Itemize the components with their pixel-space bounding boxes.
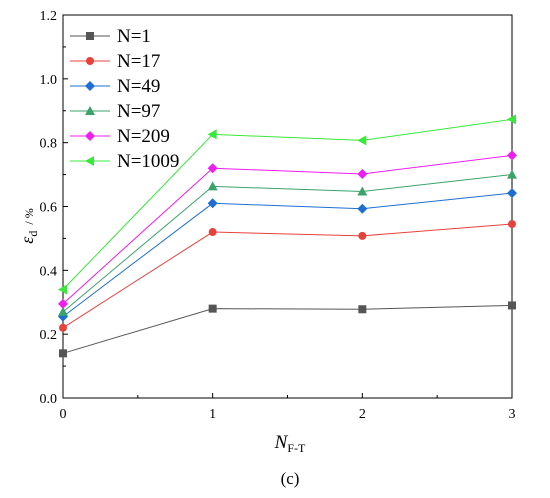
data-point <box>207 129 217 140</box>
data-point <box>208 228 217 237</box>
y-axis-label-unit: / % <box>22 208 36 224</box>
data-point <box>58 298 68 309</box>
data-point <box>357 135 367 146</box>
legend-marker <box>86 57 94 65</box>
data-point <box>207 198 218 209</box>
series-line <box>62 192 513 318</box>
y-tick-label: 0.8 <box>40 137 58 152</box>
series-n-209 <box>58 150 517 309</box>
legend-marker <box>85 106 95 115</box>
series-n-97 <box>58 169 517 316</box>
data-point <box>358 231 367 240</box>
y-tick-label: 0.6 <box>40 201 58 216</box>
series-n-1 <box>59 301 516 358</box>
data-point <box>59 349 67 358</box>
series-n-1009 <box>58 114 516 295</box>
data-point <box>357 168 368 179</box>
data-point <box>507 114 516 125</box>
legend-entry: N=49 <box>70 76 160 97</box>
data-point <box>357 203 368 214</box>
series-layer <box>58 114 517 358</box>
data-point <box>507 150 517 161</box>
x-tick-label: 2 <box>359 407 366 422</box>
series-line <box>62 174 513 313</box>
series-n-17 <box>59 220 516 332</box>
series-line <box>62 118 513 290</box>
y-axis-label: εd / % <box>17 208 40 243</box>
x-axis-label: NF-T <box>274 432 306 455</box>
data-point <box>508 220 516 229</box>
x-tick-label: 3 <box>509 407 516 422</box>
y-axis-label-main: ε <box>17 236 37 244</box>
legend-entry: N=1 <box>70 26 151 47</box>
data-point <box>207 181 218 191</box>
legend-label: N=1 <box>117 26 151 47</box>
data-point <box>207 163 218 174</box>
data-point <box>59 323 67 332</box>
data-point <box>357 186 368 196</box>
data-point <box>58 306 68 316</box>
y-axis-label-sub: d <box>26 231 40 237</box>
legend-marker <box>85 156 94 166</box>
series-n-49 <box>58 188 517 322</box>
legend-marker <box>85 131 95 141</box>
x-axis-label-sub: F-T <box>287 441 306 455</box>
legend-entry: N=97 <box>70 101 160 122</box>
y-tick-label: 0.2 <box>40 328 58 343</box>
legend-label: N=209 <box>117 126 170 147</box>
legend-label: N=97 <box>117 101 160 122</box>
x-tick-label: 0 <box>60 407 67 422</box>
data-point <box>208 304 217 313</box>
data-point <box>507 188 517 199</box>
x-axis-label-main: N <box>274 432 289 453</box>
legend-entry: N=17 <box>70 51 160 72</box>
legend-entry: N=1009 <box>70 151 179 172</box>
data-point <box>508 301 516 310</box>
data-point <box>58 284 67 295</box>
legend-label: N=1009 <box>117 151 179 172</box>
y-axis-label-group: εd / % <box>17 208 40 243</box>
series-line <box>62 223 513 329</box>
series-line <box>62 154 513 305</box>
series-line <box>62 304 513 354</box>
data-point <box>358 305 367 314</box>
data-point <box>507 169 517 179</box>
y-tick-label: 0.0 <box>40 392 58 407</box>
y-tick-label: 1.0 <box>40 73 58 88</box>
plot-axes: 0.0 0.2 0.4 0.6 0.8 1.0 1.2 0 1 2 3 <box>40 9 516 422</box>
legend-label: N=17 <box>117 51 160 72</box>
legend-marker <box>86 32 94 40</box>
legend-entry: N=209 <box>70 126 170 147</box>
y-tick-label: 1.2 <box>40 9 58 24</box>
figure-caption: (c) <box>281 469 300 488</box>
legend-label: N=49 <box>117 76 160 97</box>
legend: N=1 N=17 N=49 N=97 N=209 N=1009 <box>70 26 179 172</box>
legend-marker <box>85 81 95 91</box>
x-tick-label: 1 <box>209 407 216 422</box>
y-tick-label: 0.4 <box>40 264 58 279</box>
